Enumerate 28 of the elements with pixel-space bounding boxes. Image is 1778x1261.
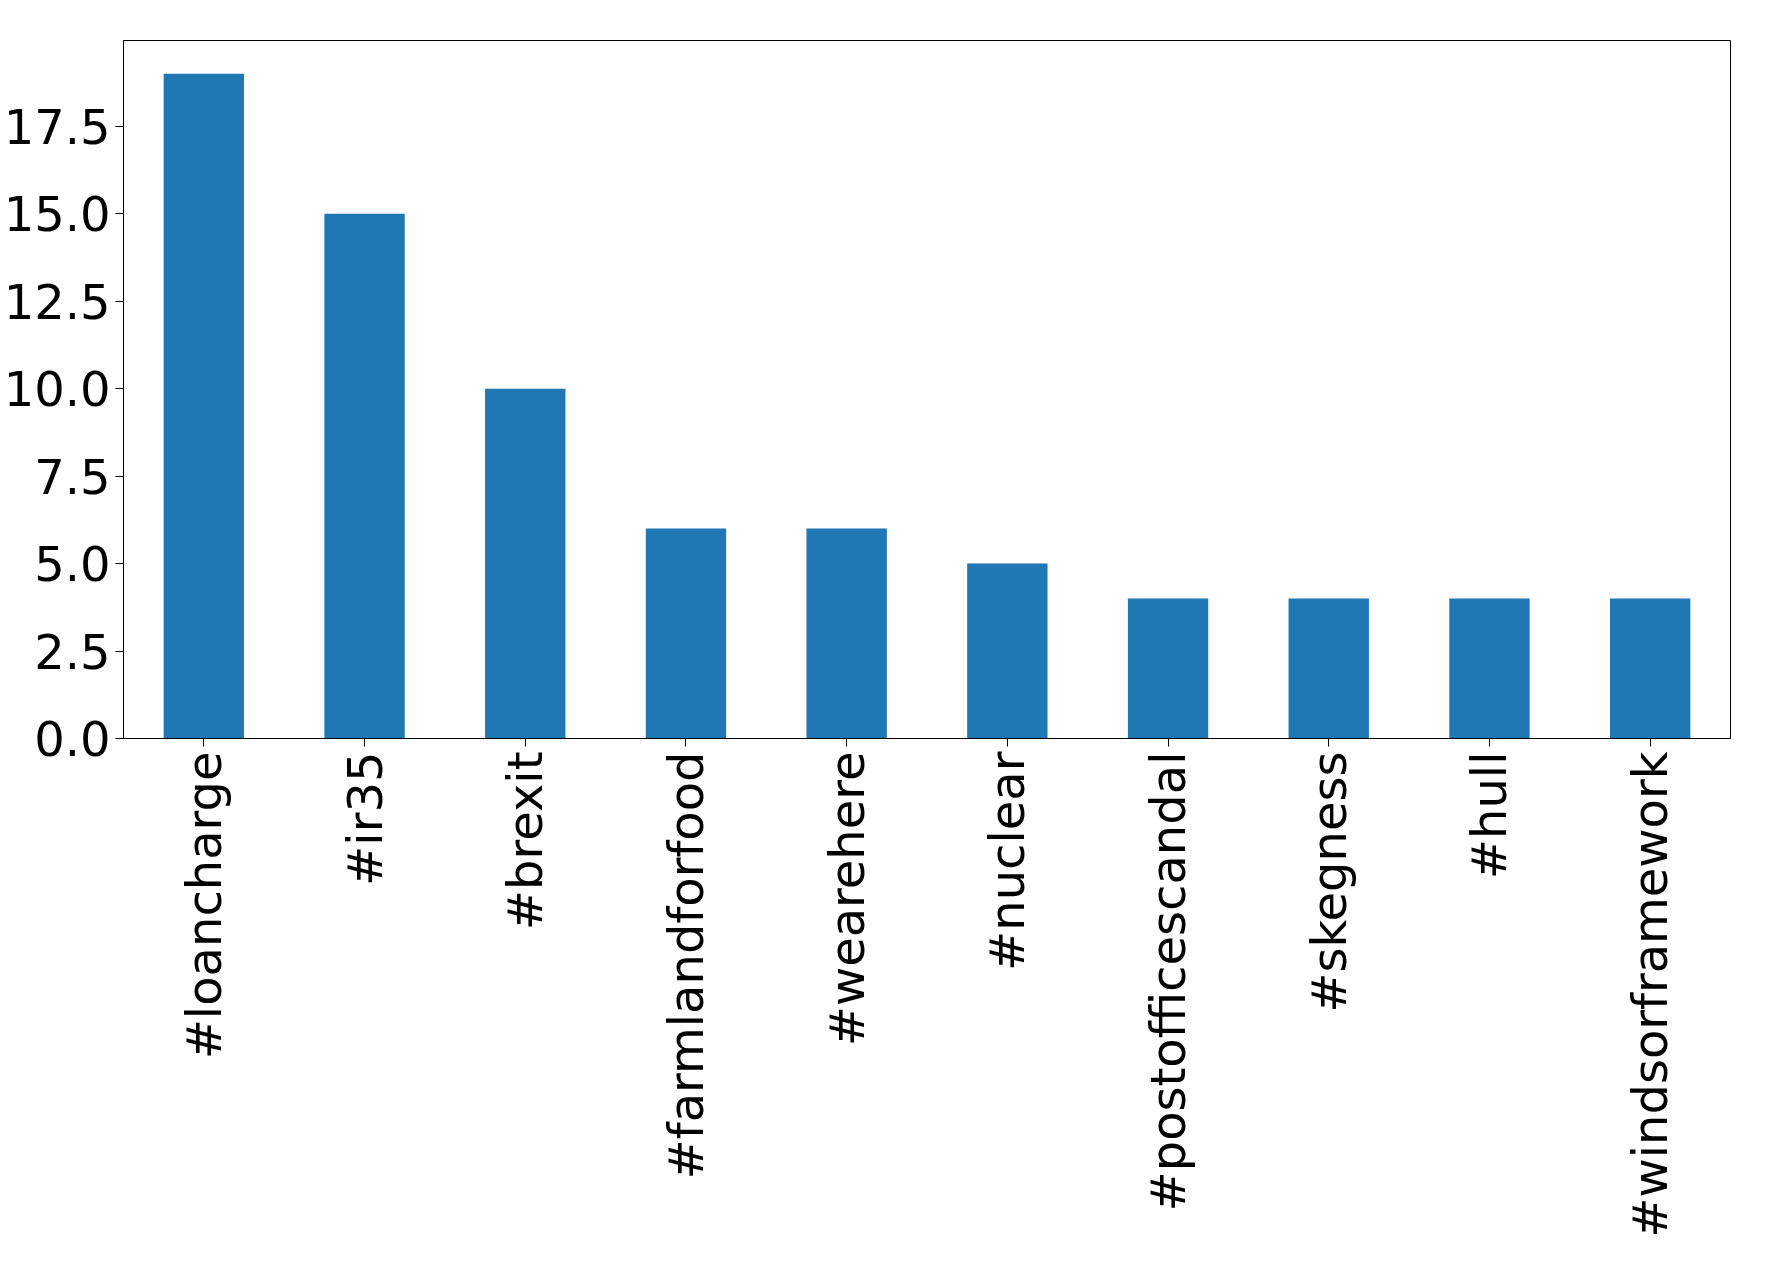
x-tick-label: #postofficescandal xyxy=(1140,751,1197,1212)
bar xyxy=(967,563,1048,739)
x-tick-label: #farmlandforfood xyxy=(657,751,714,1180)
y-tick-label: 7.5 xyxy=(34,448,111,505)
bar xyxy=(324,213,405,739)
bar xyxy=(163,73,245,739)
bar xyxy=(1127,598,1209,739)
x-tick-label: #nuclear xyxy=(979,751,1036,971)
x-tick-label: #wearehere xyxy=(818,751,875,1047)
bar xyxy=(1609,598,1691,739)
y-tick-label: 5.0 xyxy=(34,536,111,593)
y-tick-label: 0.0 xyxy=(34,711,111,767)
y-tick-label: 2.5 xyxy=(34,623,111,680)
bar xyxy=(645,528,727,739)
y-tick-label: 15.0 xyxy=(3,186,111,243)
bar xyxy=(1288,598,1369,739)
x-tick-label: #ir35 xyxy=(336,751,393,886)
y-tick-label: 12.5 xyxy=(3,273,111,330)
y-tick-label: 10.0 xyxy=(3,361,111,418)
bar xyxy=(485,388,566,739)
y-tick-label: 17.5 xyxy=(3,98,111,155)
bar xyxy=(806,528,887,739)
x-tick-label: #hull xyxy=(1461,751,1518,880)
x-tick-label: #brexit xyxy=(497,751,554,931)
bar xyxy=(1449,598,1530,739)
x-tick-label: #loancharge xyxy=(175,751,232,1060)
x-tick-label: #windsorframework xyxy=(1622,751,1679,1238)
x-tick-label: #skegness xyxy=(1300,751,1357,1013)
